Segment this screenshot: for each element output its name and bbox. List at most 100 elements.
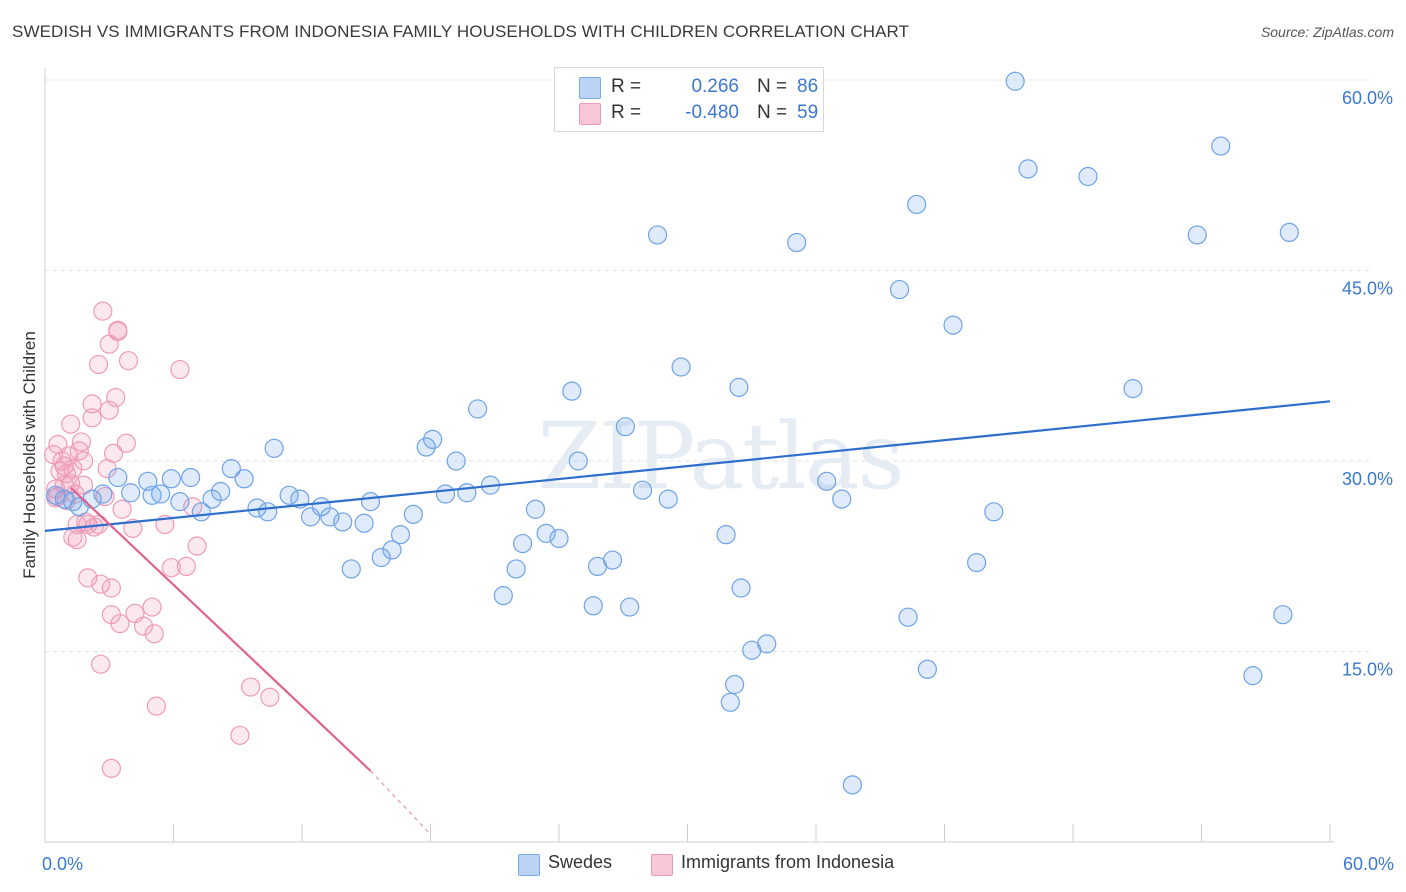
swedes-point	[787, 232, 807, 253]
indonesia-point	[146, 696, 166, 716]
swedes-point	[151, 484, 171, 504]
watermark: ZIPatlas	[537, 403, 902, 510]
swedes-point	[984, 502, 1004, 522]
swedes-swatch	[518, 854, 540, 876]
indonesia-point	[73, 451, 94, 471]
swedes-point	[506, 559, 526, 579]
indonesia-trend-extension	[370, 770, 432, 835]
indonesia-point	[101, 578, 121, 598]
indonesia-point	[161, 558, 181, 578]
y-tick-label: 30.0%	[1342, 469, 1393, 489]
swedes-point	[371, 547, 391, 568]
x-tick-label: 60.0%	[1343, 854, 1394, 874]
legend-r-value: 0.266	[691, 76, 739, 97]
indonesia-point	[260, 687, 280, 707]
indonesia-point	[63, 459, 83, 479]
indonesia-point	[101, 758, 121, 778]
swedes-swatch	[579, 77, 601, 99]
swedes-point	[620, 597, 640, 617]
swedes-point	[720, 692, 740, 712]
tick-label-layer: 15.0% 30.0% 45.0% 60.0% 0.0% 60.0%	[42, 88, 1394, 874]
swedes-point	[842, 775, 863, 795]
swedes-point	[647, 225, 668, 245]
indonesia-swatch	[651, 854, 673, 876]
swedes-point	[536, 523, 556, 543]
indonesia-point	[116, 433, 136, 453]
indonesia-point	[123, 518, 143, 538]
indonesia-point	[106, 387, 126, 408]
swedes-point	[457, 483, 477, 503]
chart-title: SWEDISH VS IMMIGRANTS FROM INDONESIA FAM…	[12, 22, 910, 41]
indonesia-point	[118, 351, 139, 371]
swedes-point	[731, 578, 751, 598]
indonesia-point	[176, 556, 196, 577]
swedes-point	[435, 484, 456, 504]
grid-layer	[45, 79, 1370, 652]
swedes-point	[1018, 159, 1038, 179]
swedes-point	[1243, 666, 1263, 686]
swedes-point	[63, 492, 83, 512]
swedes-point	[211, 481, 231, 502]
indonesia-point	[133, 616, 154, 636]
indonesia-point	[56, 464, 77, 484]
indonesia-point	[142, 597, 162, 617]
swedes-point	[416, 437, 436, 457]
indonesia-point	[82, 408, 102, 428]
legend-r-label: R =	[611, 76, 642, 97]
swedes-point	[1078, 166, 1098, 187]
y-tick-label: 45.0%	[1342, 279, 1393, 299]
indonesia-point	[241, 677, 261, 697]
legend-n-value: 59	[797, 102, 819, 123]
swedes-point	[468, 399, 488, 419]
indonesia-point	[144, 624, 164, 644]
indonesia-point	[73, 475, 94, 495]
swedes-point	[943, 315, 963, 335]
swedes-point	[403, 504, 423, 524]
swedes-point	[907, 194, 927, 215]
swedes-point	[493, 586, 513, 606]
indonesia-point	[88, 354, 109, 375]
swedes-point	[1211, 136, 1231, 156]
indonesia-point	[110, 613, 130, 634]
indonesia-point	[82, 394, 102, 414]
swedes-point	[658, 489, 678, 509]
swedes-point	[1279, 222, 1299, 242]
legend-n-value: 86	[797, 76, 819, 97]
indonesia-point	[187, 536, 207, 556]
swedes-point	[817, 471, 837, 491]
swedes-point	[632, 480, 653, 500]
swedes-point	[898, 607, 918, 627]
swedes-point	[549, 528, 569, 549]
swedes-point	[390, 525, 411, 545]
swedes-point	[234, 469, 254, 489]
legend-r-value: -0.480	[685, 102, 739, 123]
swedes-point	[161, 469, 181, 489]
y-tick-label: 60.0%	[1342, 88, 1393, 108]
swedes-point	[354, 513, 374, 533]
indonesia-point	[108, 321, 128, 342]
points-layer	[43, 71, 1299, 795]
indonesia-point	[67, 530, 87, 550]
correlation-legend: R = 0.266 N = 86 R = -0.480 N = 59	[554, 67, 824, 132]
legend-n-label: N =	[757, 76, 788, 97]
swedes-point	[341, 559, 361, 579]
swedes-point	[264, 438, 284, 458]
swedes-point	[382, 540, 402, 560]
swedes-point	[615, 417, 635, 437]
legend-r-label: R =	[611, 102, 642, 123]
swedes-point	[562, 381, 582, 401]
swedes-point	[729, 377, 749, 397]
swedes-point	[917, 659, 937, 679]
axes-layer	[44, 68, 1334, 843]
swedes-point	[1123, 379, 1143, 399]
swedes-point	[221, 459, 241, 479]
indonesia-point	[112, 499, 132, 519]
swedes-point	[602, 550, 623, 570]
legend-n-label: N =	[757, 102, 788, 123]
indonesia-point	[61, 414, 81, 434]
indonesia-point	[91, 654, 111, 674]
trend-layer	[44, 400, 1331, 835]
indonesia-point	[71, 432, 92, 452]
swedes-point	[258, 502, 278, 522]
swedes-point	[525, 499, 546, 519]
